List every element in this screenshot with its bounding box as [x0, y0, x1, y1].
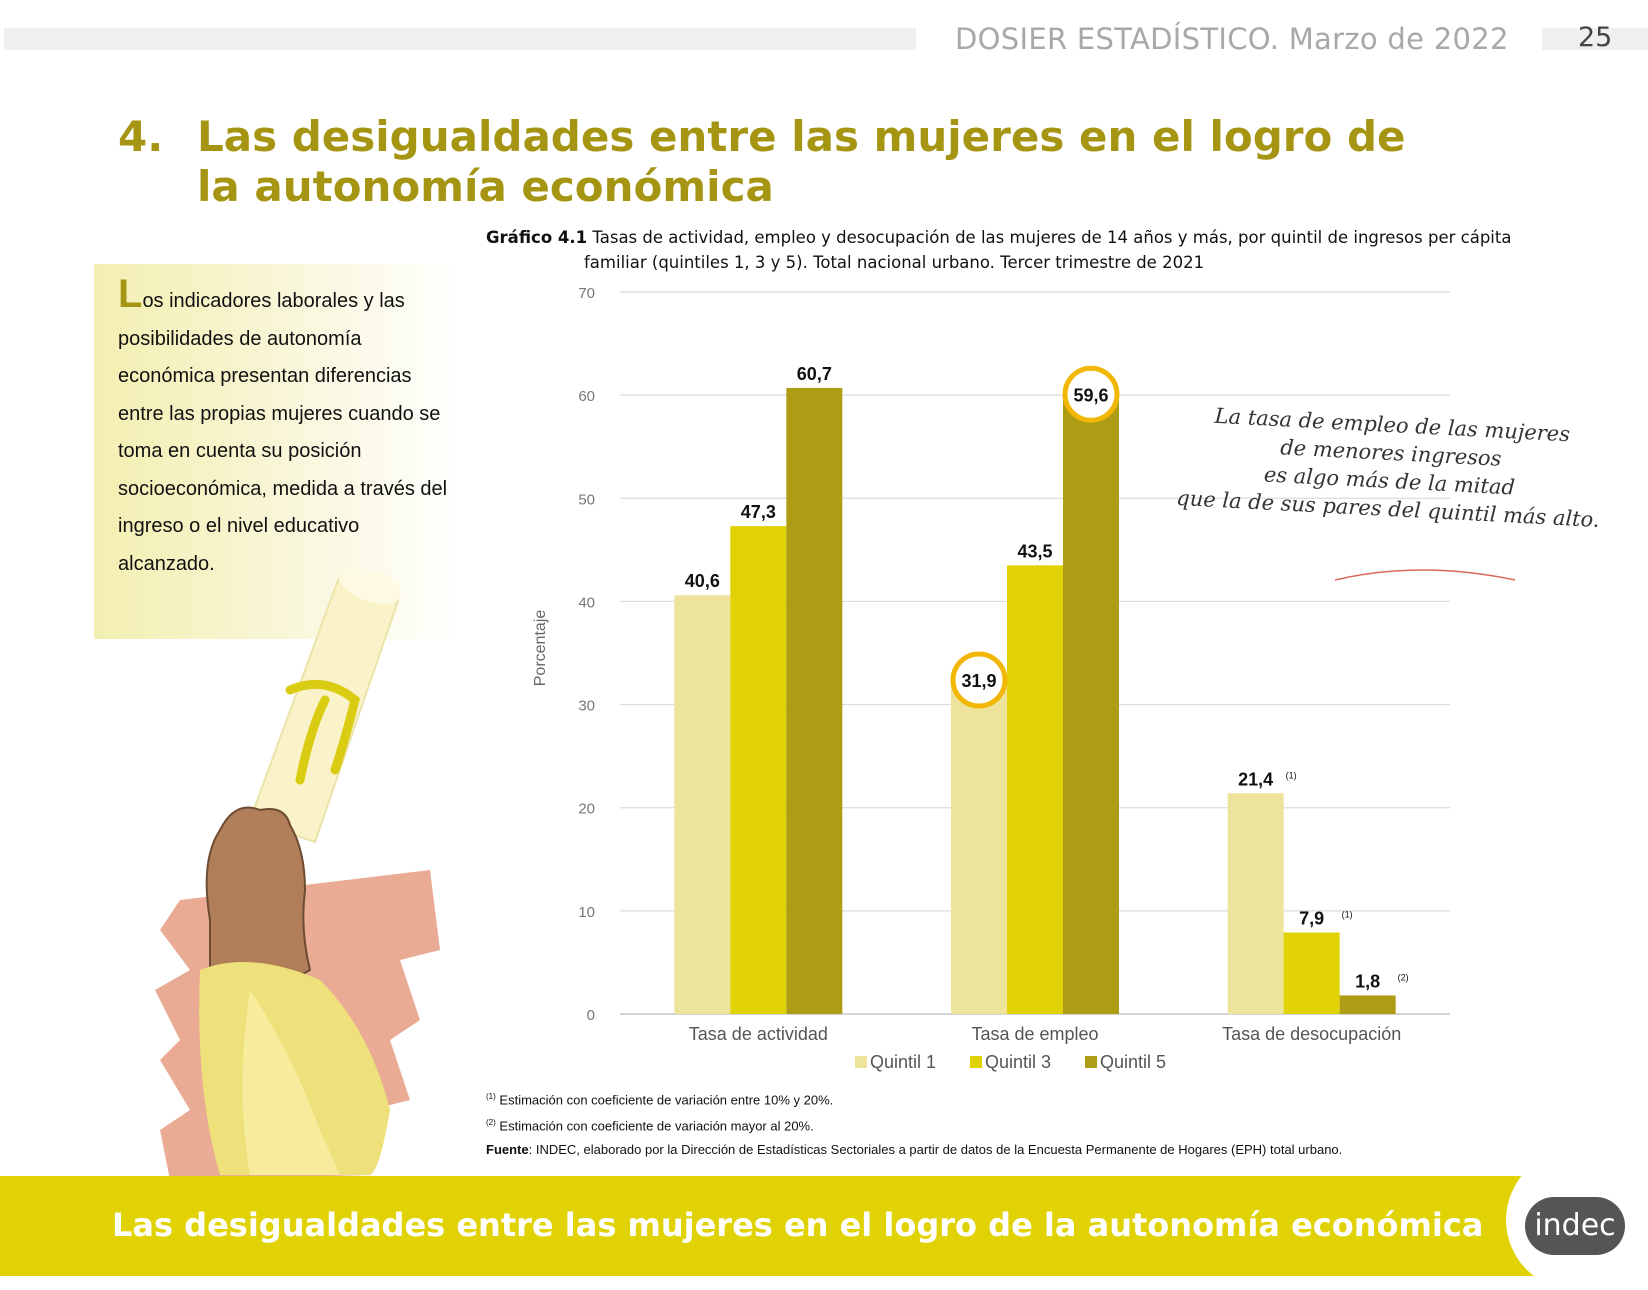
legend-swatch — [970, 1056, 982, 1068]
y-tick-label: 0 — [587, 1007, 595, 1024]
bar — [1339, 995, 1396, 1014]
bar — [1283, 932, 1340, 1014]
legend-label: Quintil 5 — [1100, 1052, 1166, 1072]
footnote-1-mark: (1) — [486, 1092, 496, 1101]
bar — [786, 387, 843, 1014]
y-tick-label: 70 — [578, 285, 595, 302]
indec-logo: indec — [1525, 1197, 1625, 1255]
bar-chart: 0 10 20 30 40 50 60 70 Tasa de actividad 40,6 47,… — [532, 285, 1600, 1072]
sleeve-fold — [242, 990, 340, 1175]
y-tick-label: 20 — [578, 801, 595, 818]
highlight-fill — [1071, 374, 1111, 415]
data-label: 43,5 — [1017, 541, 1052, 561]
bar — [951, 684, 1007, 1014]
highlight-fill — [959, 659, 999, 700]
header-bar-right — [1542, 28, 1648, 50]
intro-text: os indicadores laborales y las posibilid… — [118, 290, 448, 575]
bar — [674, 595, 731, 1014]
page-number: 25 — [1578, 22, 1613, 53]
header-title: DOSIER ESTADÍSTICO. Marzo de 2022 — [955, 22, 1509, 56]
footer-band — [0, 1176, 1648, 1276]
source-text: : INDEC, elaborado por la Dirección de E… — [528, 1141, 1343, 1157]
y-tick-label: 40 — [578, 594, 595, 611]
x-tick-label: Tasa de desocupación — [1222, 1024, 1401, 1044]
bar — [1063, 399, 1119, 1015]
y-tick-label: 50 — [578, 491, 595, 508]
source-note: Fuente: INDEC, elaborado por la Direcció… — [486, 1138, 1342, 1161]
y-tick-label: 60 — [578, 388, 595, 405]
data-label: 59,6 — [1073, 385, 1108, 405]
chart-caption-line2: familiar (quintiles 1, 3 y 5). Total nac… — [584, 253, 1205, 272]
footnote-2-mark: (2) — [486, 1118, 496, 1128]
y-axis-label: Porcentaje — [532, 610, 549, 687]
x-tick-label: Tasa de empleo — [971, 1024, 1098, 1044]
intro-box — [94, 264, 464, 639]
chart-annotation: La tasa de empleo de las mujeres de meno… — [1176, 404, 1600, 532]
data-label: 1,8 — [1355, 971, 1380, 991]
legend-swatch — [855, 1056, 867, 1068]
chart-footnotes: (1) Estimación con coeficiente de variac… — [486, 1085, 1342, 1161]
data-label-note: (2) — [1398, 972, 1409, 982]
x-tick-label: Tasa de actividad — [689, 1024, 828, 1044]
annotation-line-1: La tasa de empleo de las mujeres — [1213, 404, 1571, 447]
data-label-note: (1) — [1286, 770, 1297, 780]
section-number: 4. — [118, 112, 164, 161]
intro-dropcap: L — [118, 272, 143, 316]
legend-label: Quintil 1 — [870, 1052, 936, 1072]
legend-label: Quintil 3 — [985, 1052, 1051, 1072]
bar — [1227, 793, 1284, 1014]
y-tick-label: 10 — [578, 904, 595, 921]
chart-caption-label: Gráfico 4.1 — [486, 228, 588, 247]
y-tick-label: 30 — [578, 698, 595, 715]
chart-bars — [674, 387, 1396, 1015]
annotation-underline — [1334, 569, 1516, 581]
diploma-scroll-end — [338, 570, 402, 604]
data-label: 40,6 — [685, 571, 720, 591]
data-label: 60,7 — [797, 364, 832, 384]
diploma-ribbon — [285, 679, 361, 785]
bar — [1007, 565, 1063, 1014]
chart-caption-line1: Tasas de actividad, empleo y desocupació… — [592, 228, 1512, 247]
header-bar-left — [4, 28, 916, 50]
legend-swatch — [1085, 1056, 1097, 1068]
chart-labels: Tasa de actividad 40,6 47,3 60,7 Tasa de emp… — [685, 364, 1409, 1044]
data-label-note: (1) — [1342, 910, 1353, 920]
footer-title: Las desigualdades entre las mujeres en e… — [112, 1206, 1484, 1244]
data-label: 21,4 — [1238, 769, 1273, 789]
section-title: Las desigualdades entre las mujeres en e… — [197, 112, 1406, 211]
diploma-hand-illustration — [155, 570, 440, 1180]
data-label: 47,3 — [741, 502, 776, 522]
footnote-2: (2) Estimación con coeficiente de variac… — [486, 1118, 814, 1134]
source-label: Fuente — [486, 1141, 529, 1157]
footnote-1: (1) Estimación con coeficiente de variac… — [486, 1092, 834, 1108]
chart-caption: Gráfico 4.1 Tasas de actividad, empleo y… — [486, 225, 1536, 275]
data-label: 31,9 — [961, 671, 996, 691]
data-label: 7,9 — [1299, 909, 1324, 929]
intro-paragraph: Los indicadores laborales y las posibili… — [118, 274, 453, 583]
chart-legend: Quintil 1 Quintil 3 Quintil 5 — [855, 1052, 1166, 1072]
bar — [730, 526, 787, 1014]
